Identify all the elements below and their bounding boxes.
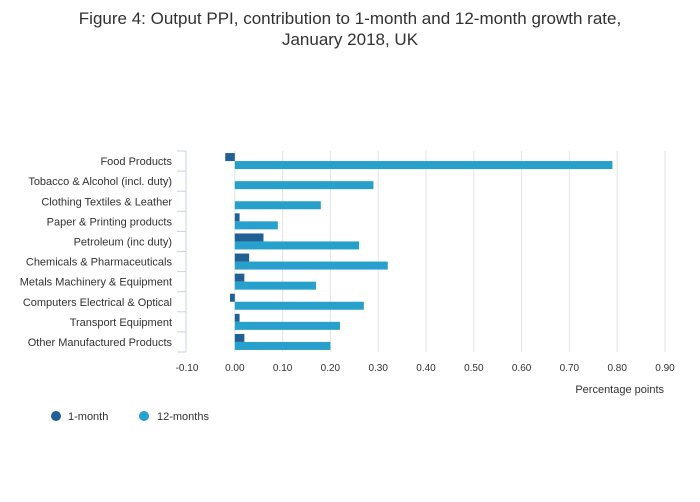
bar-1-month — [234, 253, 250, 262]
x-tick-label: 0.20 — [321, 363, 341, 374]
x-tick-label: 0.80 — [607, 363, 627, 374]
bar-12-months — [234, 341, 331, 350]
bar-1-month — [234, 233, 264, 242]
bar-1-month — [234, 213, 240, 222]
x-tick-label: -0.10 — [176, 363, 199, 374]
category-axis: Food Products Tobacco & Alcohol (incl. du… — [20, 150, 187, 353]
category-label: Food Products — [100, 156, 172, 168]
category-label: Chemicals & Pharmaceuticals — [26, 257, 173, 269]
legend-marker — [51, 411, 61, 421]
category-label: Other Manufactured Products — [28, 337, 173, 349]
chart-title: Figure 4: Output PPI, contribution to 1-… — [79, 9, 621, 49]
bar-12-months — [234, 301, 364, 310]
x-axis: Percentage points -0.10 0.00 0.10 0.20 0.30 0… — [176, 363, 676, 396]
x-tick-label: 0.50 — [464, 363, 484, 374]
category-label: Metals Machinery & Equipment — [20, 277, 172, 289]
category-label: Computers Electrical & Optical — [23, 297, 172, 309]
x-tick-label: 0.60 — [512, 363, 532, 374]
bar-12-months — [234, 241, 360, 250]
bar-12-months — [234, 181, 374, 190]
x-tick-label: 0.30 — [368, 363, 388, 374]
category-label: Clothing Textiles & Leather — [41, 196, 172, 208]
bars — [225, 153, 613, 350]
legend-label: 1-month — [68, 411, 108, 423]
category-label: Paper & Printing products — [47, 216, 173, 228]
bar-1-month — [234, 333, 245, 342]
bar-12-months — [234, 221, 278, 230]
bar-1-month — [234, 273, 245, 282]
chart-title-line-2: January 2018, UK — [282, 30, 419, 49]
bar-12-months — [234, 281, 317, 290]
x-tick-label: 0.00 — [225, 363, 245, 374]
x-tick-label: 0.70 — [560, 363, 580, 374]
bar-12-months — [234, 261, 388, 270]
category-label: Transport Equipment — [70, 317, 172, 329]
category-label: Petroleum (inc duty) — [74, 236, 172, 248]
category-label: Tobacco & Alcohol (incl. duty) — [28, 176, 172, 188]
x-tick-label: 0.10 — [273, 363, 293, 374]
legend-label: 12-months — [157, 411, 209, 423]
bar-12-months — [234, 161, 613, 170]
bar-1-month — [230, 293, 235, 302]
x-tick-label: 0.40 — [416, 363, 436, 374]
legend: 1-month 12-months — [51, 411, 209, 423]
bar-12-months — [234, 201, 321, 210]
x-axis-title: Percentage points — [575, 384, 664, 396]
bar-12-months — [234, 321, 340, 330]
bar-1-month — [225, 153, 235, 162]
chart-title-line-1: Figure 4: Output PPI, contribution to 1-… — [79, 9, 621, 28]
bar-1-month — [234, 313, 240, 322]
x-tick-label: 0.90 — [655, 363, 675, 374]
legend-marker — [139, 411, 149, 421]
